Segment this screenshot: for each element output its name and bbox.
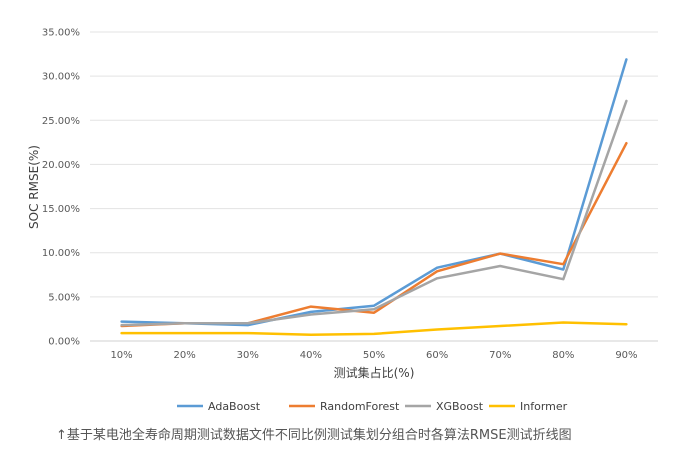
legend-label: RandomForest: [320, 400, 400, 413]
x-tick-label: 70%: [489, 350, 511, 361]
x-tick-label: 30%: [237, 350, 259, 361]
series-line-informer: [120, 321, 628, 337]
x-tick-label: 10%: [110, 350, 132, 361]
gridlines: [90, 31, 658, 342]
y-tick-label: 5.00%: [48, 292, 80, 303]
x-axis-ticks: 10% 20% 30% 40% 50% 60% 70% 80% 90%: [110, 350, 637, 361]
legend: AdaBoost RandomForest XGBoost Informer: [177, 400, 568, 413]
legend-item-xgboost: XGBoost: [405, 400, 484, 413]
series-line-randomforest: [120, 141, 628, 328]
x-tick-label: 20%: [174, 350, 196, 361]
y-axis-title: SOC RMSE(%): [27, 145, 41, 229]
series-lines: [120, 58, 628, 337]
y-tick-label: 30.00%: [42, 72, 80, 83]
figure-caption: ↑基于某电池全寿命周期测试数据文件不同比例测试集划分组合时各算法RMSE测试折线…: [56, 427, 572, 443]
legend-label: XGBoost: [436, 400, 484, 413]
x-tick-label: 80%: [552, 350, 574, 361]
y-tick-label: 10.00%: [42, 248, 80, 259]
legend-label: AdaBoost: [208, 400, 261, 413]
y-axis-ticks: 0.00% 5.00% 10.00% 15.00% 20.00% 25.00% 30.00%…: [42, 28, 80, 348]
y-tick-label: 25.00%: [42, 116, 80, 127]
legend-item-informer: Informer: [489, 400, 568, 413]
y-tick-label: 35.00%: [42, 28, 80, 39]
x-tick-label: 90%: [615, 350, 637, 361]
x-tick-label: 40%: [300, 350, 322, 361]
legend-label: Informer: [520, 400, 568, 413]
series-line-adaboost: [120, 58, 628, 327]
legend-item-randomforest: RandomForest: [289, 400, 400, 413]
y-tick-label: 0.00%: [48, 337, 80, 348]
y-tick-label: 15.00%: [42, 204, 80, 215]
series-line-xgboost: [120, 99, 628, 327]
x-axis-title: 测试集占比(%): [334, 365, 415, 380]
legend-item-adaboost: AdaBoost: [177, 400, 261, 413]
x-tick-label: 60%: [426, 350, 448, 361]
x-tick-label: 50%: [363, 350, 385, 361]
y-tick-label: 20.00%: [42, 160, 80, 171]
